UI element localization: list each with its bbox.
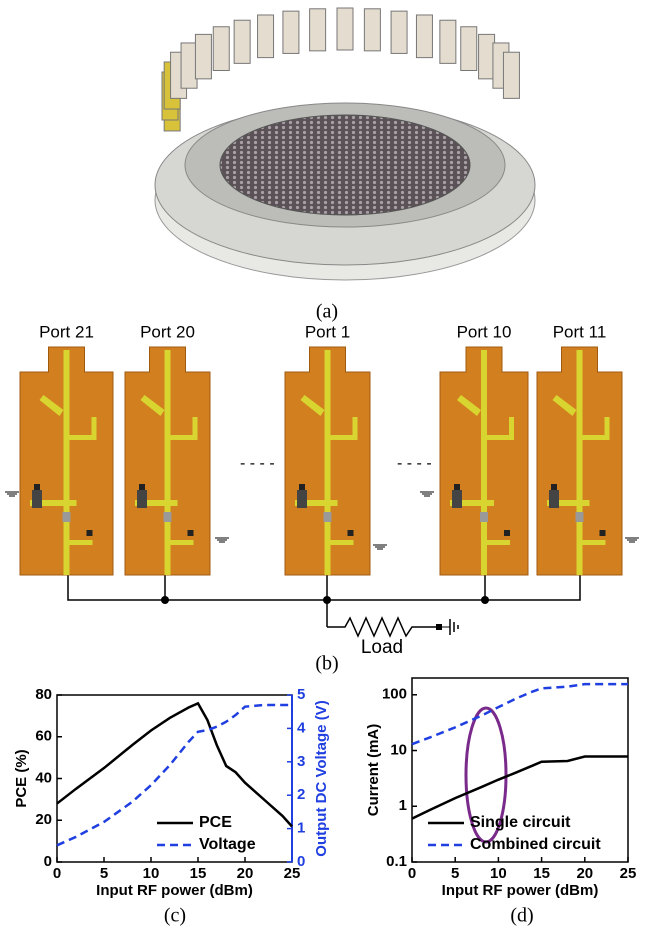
via xyxy=(504,530,510,536)
data-line xyxy=(57,703,292,826)
ellipsis: - - - - xyxy=(240,455,275,472)
trace xyxy=(484,540,510,545)
data-line xyxy=(412,757,628,819)
antenna-tile xyxy=(479,34,495,78)
load-label: Load xyxy=(361,637,403,658)
x-tick-label: 5 xyxy=(451,865,459,882)
via xyxy=(299,484,305,490)
y-tick-label: 40 xyxy=(35,769,52,786)
component xyxy=(297,490,307,508)
antenna-tile xyxy=(310,9,326,51)
antenna-tile xyxy=(195,34,211,78)
y2-tick-label: 3 xyxy=(297,753,305,770)
component xyxy=(576,512,584,522)
antenna-tile xyxy=(364,9,380,51)
via xyxy=(600,530,606,536)
x-tick-label: 25 xyxy=(620,865,637,882)
trace xyxy=(580,540,606,545)
via xyxy=(188,530,194,536)
legend-label: Voltage xyxy=(199,836,256,853)
via xyxy=(551,484,557,490)
y-tick-label: 0 xyxy=(44,853,52,870)
circuit-diagram: - - - - - - - - xyxy=(5,347,639,636)
array-rendering xyxy=(155,8,535,280)
panel-label: (a) xyxy=(316,301,338,323)
y-tick-label: 100 xyxy=(382,686,407,703)
ellipsis: - - - - xyxy=(397,455,432,472)
antenna-tile xyxy=(416,15,432,58)
x-tick-label: 10 xyxy=(143,865,160,882)
via xyxy=(139,484,145,490)
figure: (a) - - - - - - - - Load (b) (c) (d) Por… xyxy=(0,0,655,947)
via xyxy=(348,530,354,536)
x-tick-label: 15 xyxy=(190,865,207,882)
y2-tick-label: 1 xyxy=(297,820,305,837)
x-tick-label: 5 xyxy=(100,865,108,882)
via xyxy=(454,484,460,490)
legend-label: PCE xyxy=(199,814,232,831)
x-tick-label: 0 xyxy=(53,865,61,882)
data-line xyxy=(57,705,292,845)
y2-tick-label: 2 xyxy=(297,786,305,803)
y-tick-label: 10 xyxy=(390,741,407,758)
plot-frame xyxy=(57,695,292,862)
component xyxy=(324,512,332,522)
antenna-tile xyxy=(258,15,274,58)
port-label: Port 10 xyxy=(457,322,512,341)
panel-label: (c) xyxy=(164,905,186,927)
component xyxy=(480,512,488,522)
trace xyxy=(168,540,194,545)
y-tick-label: 20 xyxy=(35,811,52,828)
legend-label: Combined circuit xyxy=(470,836,601,853)
trace xyxy=(328,540,354,545)
y2-tick-label: 0 xyxy=(297,853,305,870)
x-axis-label: Input RF power (dBm) xyxy=(442,882,599,899)
y2-tick-label: 4 xyxy=(297,719,306,736)
component xyxy=(63,512,71,522)
port-label: Port 11 xyxy=(553,322,607,341)
antenna-tile xyxy=(337,8,353,50)
y2-tick-label: 5 xyxy=(297,686,305,703)
y-tick-label: 0.1 xyxy=(386,853,407,870)
port-label: Port 21 xyxy=(39,322,94,341)
x-tick-label: 20 xyxy=(237,865,254,882)
component xyxy=(549,490,559,508)
trace xyxy=(67,540,93,545)
antenna-tile xyxy=(181,43,197,88)
panel-label: (d) xyxy=(510,905,533,927)
data-line xyxy=(412,684,628,744)
component xyxy=(32,490,42,508)
x-tick-label: 20 xyxy=(576,865,593,882)
port-label: Port 20 xyxy=(140,322,195,341)
component xyxy=(137,490,147,508)
y-axis-label: PCE (%) xyxy=(13,749,30,807)
component xyxy=(164,512,172,522)
antenna-tile xyxy=(503,52,519,98)
y-tick-label: 1 xyxy=(399,797,407,814)
panel-label: (b) xyxy=(315,653,338,675)
via xyxy=(34,484,40,490)
x-tick-label: 15 xyxy=(533,865,550,882)
antenna-tile xyxy=(391,11,407,53)
antenna-tile xyxy=(283,11,299,53)
port-label: Port 1 xyxy=(305,322,350,341)
legend-label: Single circuit xyxy=(470,814,571,831)
y-tick-label: 60 xyxy=(35,728,52,745)
antenna-tile xyxy=(461,27,477,71)
x-tick-label: 0 xyxy=(408,865,416,882)
y2-axis-label: Output DC Voltage (V) xyxy=(313,700,330,856)
component xyxy=(452,490,462,508)
y-axis-label: Current (mA) xyxy=(365,724,382,817)
antenna-tile xyxy=(234,20,250,63)
antenna-tile xyxy=(213,27,229,71)
x-tick-label: 10 xyxy=(490,865,507,882)
antenna-tile xyxy=(440,20,456,63)
via xyxy=(87,530,93,536)
y-tick-label: 80 xyxy=(35,686,52,703)
x-axis-label: Input RF power (dBm) xyxy=(96,882,253,899)
